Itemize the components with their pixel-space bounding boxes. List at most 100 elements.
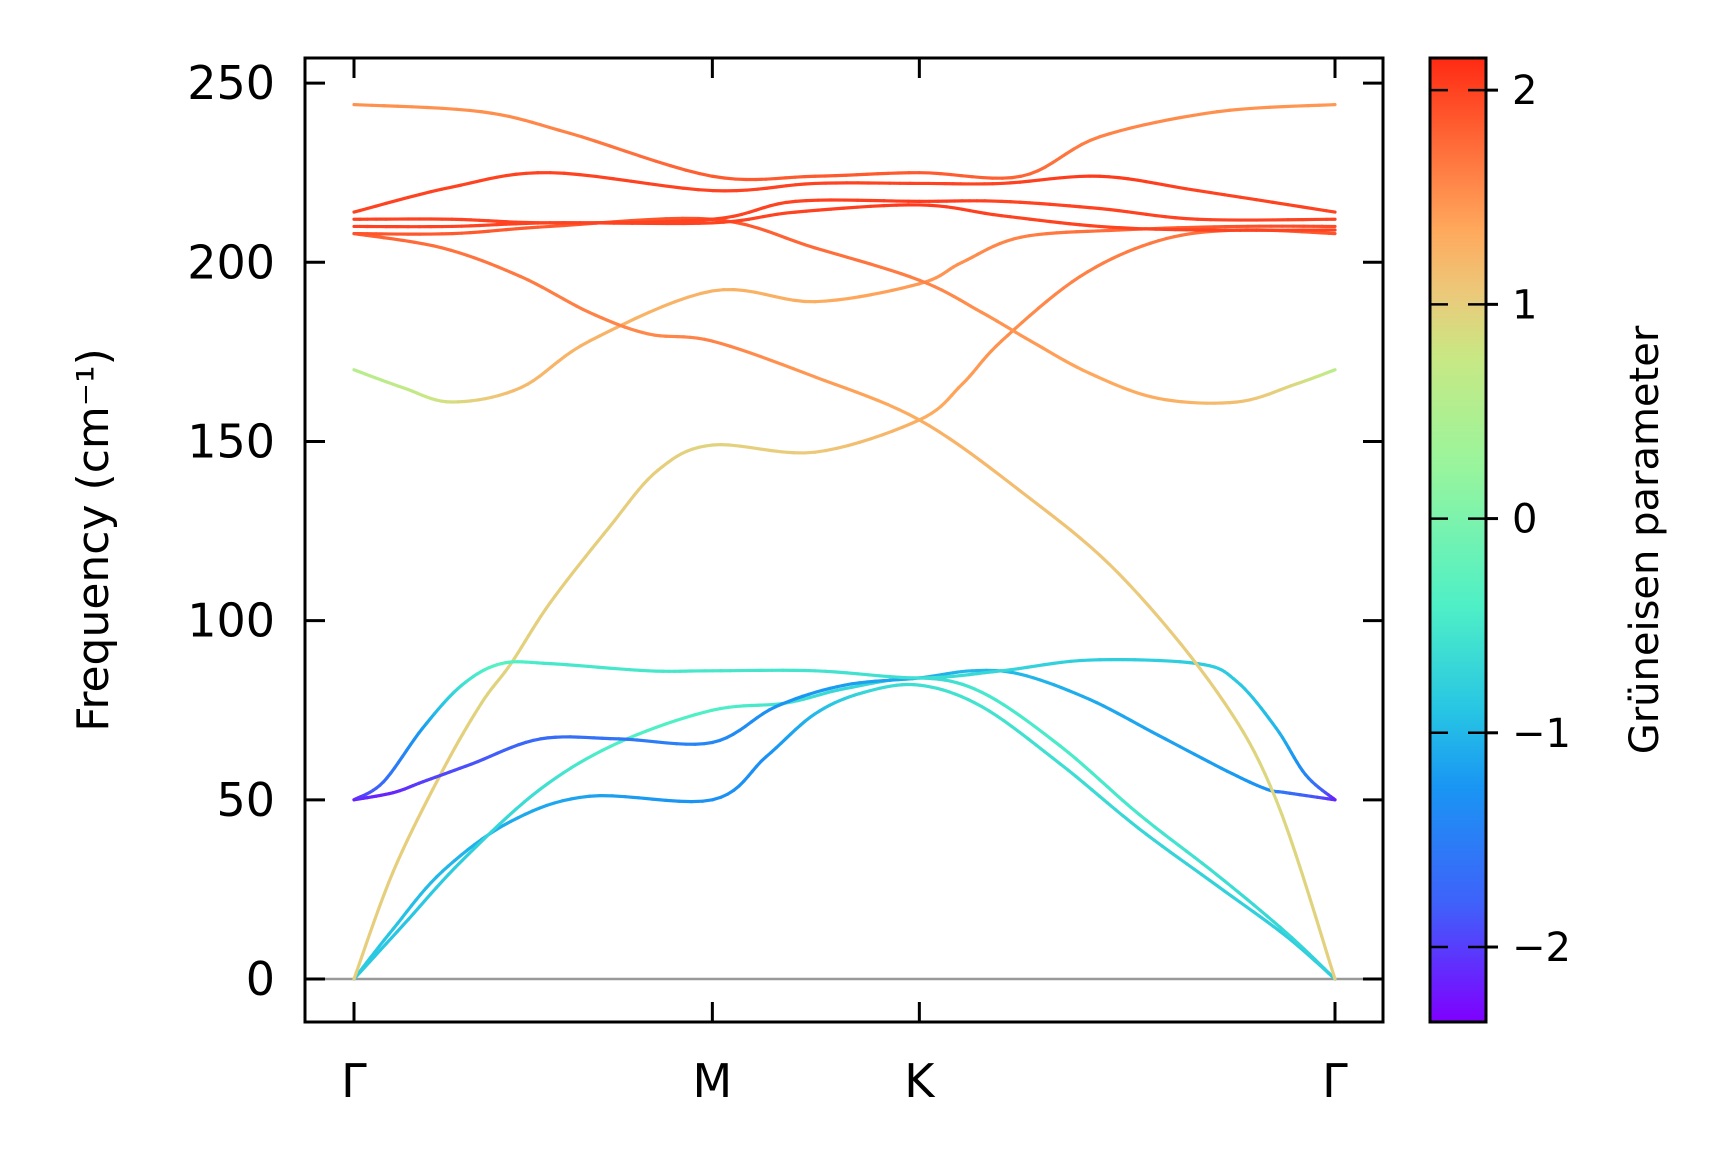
band-segment <box>793 298 807 304</box>
band-segment <box>638 154 658 163</box>
band-segment <box>575 663 590 668</box>
band-segment <box>756 226 769 233</box>
band-segment <box>1062 280 1074 290</box>
band-segment <box>774 176 788 181</box>
band-segment <box>928 424 942 434</box>
band-segment <box>735 188 750 193</box>
band-segment <box>536 224 552 229</box>
band-segment <box>587 334 602 343</box>
band-segment <box>664 719 678 726</box>
band-segment <box>611 177 633 183</box>
band-segment <box>1179 642 1193 659</box>
band-segment <box>1020 313 1032 325</box>
band-segment <box>1026 720 1038 730</box>
band-segment <box>834 252 850 259</box>
band-segment <box>783 297 797 302</box>
band-segment <box>1034 726 1046 736</box>
band-segment <box>855 204 873 209</box>
band-segment <box>1088 544 1102 557</box>
band-segment <box>745 223 760 230</box>
band-segment <box>1107 562 1121 576</box>
band-segment <box>1179 113 1195 120</box>
band-segment <box>387 869 395 885</box>
band-segment <box>1153 838 1165 849</box>
band-segment <box>783 175 797 180</box>
band-segment <box>1263 772 1273 788</box>
band-segment <box>364 929 373 945</box>
band-series-3 <box>352 228 1337 981</box>
band-segment <box>899 272 913 279</box>
band-segment <box>1036 299 1049 311</box>
band-segment <box>855 390 869 398</box>
band-segment <box>765 229 779 237</box>
band-segment <box>426 787 435 801</box>
band-segment <box>450 183 464 189</box>
band-segment <box>1045 292 1057 303</box>
band-segment <box>1286 203 1305 209</box>
band-segment <box>728 443 742 448</box>
band-segment <box>813 246 828 253</box>
band-segment <box>506 807 518 818</box>
band-segment <box>890 286 905 292</box>
band-segment <box>770 359 785 367</box>
x-tick-label: Γ <box>1322 1054 1348 1108</box>
band-segment <box>482 829 494 841</box>
band-segment <box>635 738 649 743</box>
band-segment <box>835 443 850 450</box>
band-segment <box>467 844 478 856</box>
band-segment <box>888 675 902 679</box>
band-segment <box>728 344 742 352</box>
band-segment <box>928 171 942 176</box>
band-segment <box>524 225 540 230</box>
band-segment <box>578 339 592 348</box>
band-segment <box>793 239 807 247</box>
band-segment <box>1241 106 1258 111</box>
band-segment <box>824 298 839 303</box>
band-segment <box>1018 731 1030 741</box>
band-segment <box>514 226 529 231</box>
band-segment <box>1097 206 1111 212</box>
band-segment <box>629 179 651 186</box>
band-segment <box>1013 320 1024 331</box>
band-segment <box>382 880 391 896</box>
band-segment <box>907 412 921 422</box>
band-segment <box>1090 771 1102 782</box>
band-segment <box>1082 781 1094 792</box>
band-segment <box>748 445 763 451</box>
band-segment <box>1229 711 1240 725</box>
band-segment <box>1057 221 1072 226</box>
band-segment <box>1058 762 1070 772</box>
band-segment <box>823 669 838 674</box>
band-segment <box>514 171 529 176</box>
band-segment <box>793 199 808 203</box>
band-segment <box>1028 178 1042 183</box>
band-segment <box>357 952 365 966</box>
band-segment <box>858 293 873 299</box>
band-segment <box>834 670 849 675</box>
band-segment <box>1280 814 1291 836</box>
band-segment <box>1113 792 1125 803</box>
band-segment <box>701 798 714 803</box>
band-segment <box>880 288 895 295</box>
colorbar-gradient <box>1430 58 1486 1022</box>
band-segment <box>845 671 860 676</box>
band-segment <box>585 664 600 669</box>
band-segment <box>654 159 673 168</box>
band-segment <box>1281 104 1298 109</box>
band-segment <box>855 172 869 177</box>
band-segment <box>824 249 839 256</box>
band-segment <box>490 822 502 833</box>
band-segment <box>1252 750 1262 765</box>
band-segment <box>577 555 587 567</box>
band-segment <box>1192 855 1204 865</box>
band-segment <box>664 798 681 803</box>
colorbar-frame <box>1428 56 1488 1024</box>
band-segment <box>938 172 953 177</box>
band-segment <box>647 217 668 222</box>
band-segment <box>650 797 668 802</box>
band-segment <box>1129 805 1141 816</box>
band-segment <box>416 807 425 821</box>
band-segment <box>1203 110 1219 116</box>
band-segment <box>959 174 974 179</box>
band-segment <box>559 579 569 590</box>
